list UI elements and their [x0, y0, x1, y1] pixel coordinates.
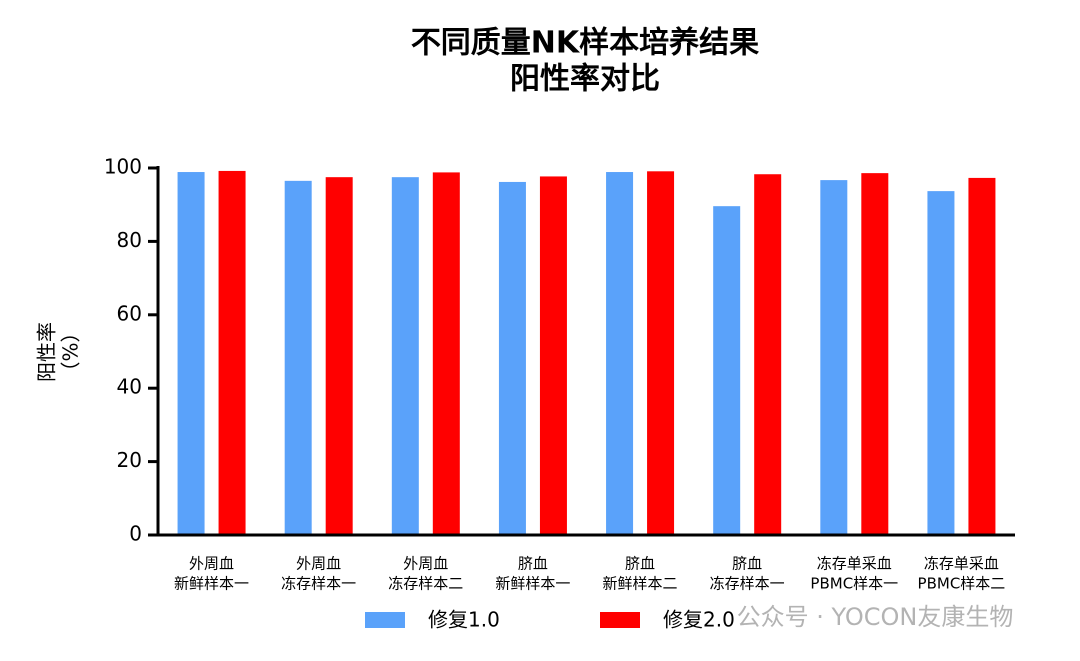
y-axis-label: 阳性率 （%） [35, 322, 83, 382]
legend-swatch [600, 612, 640, 628]
bar [391, 177, 419, 536]
legend-label: 修复2.0 [663, 608, 735, 632]
bar [820, 180, 848, 535]
y-tick-label: 0 [129, 522, 142, 546]
y-tick-label: 100 [104, 155, 142, 179]
bar [539, 176, 567, 536]
bar [606, 172, 634, 536]
chart-title: 不同质量NK样本培养结果 [411, 26, 759, 61]
legend-label: 修复1.0 [428, 608, 500, 632]
x-tick-label: 冻存单采血 [924, 555, 999, 573]
bar [498, 181, 526, 536]
x-tick-label: 外周血 [403, 555, 448, 573]
bar [968, 177, 996, 535]
x-tick-label: 新鲜样本一 [495, 575, 570, 593]
bar [325, 177, 353, 536]
bar [432, 172, 460, 536]
bar [647, 171, 675, 536]
y-axis-label: （%） [59, 322, 83, 381]
y-axis-label: 阳性率 [35, 322, 59, 382]
x-tick-label: 脐血 [625, 555, 655, 573]
y-tick-label: 20 [117, 448, 142, 472]
x-tick-label: 新鲜样本二 [603, 575, 678, 593]
chart-title: 阳性率对比 [510, 62, 660, 97]
bar [713, 206, 741, 535]
x-tick-label: 脐血 [732, 555, 762, 573]
bar [861, 173, 889, 535]
x-tick-label: 冻存样本一 [710, 575, 785, 593]
x-tick-label: 外周血 [189, 555, 234, 573]
x-tick-label: 冻存单采血 [817, 555, 892, 573]
x-tick-label: PBMC样本二 [918, 575, 1006, 593]
watermark: 公众号 · YOCON友康生物 [737, 603, 1014, 631]
x-tick-label: 脐血 [518, 555, 548, 573]
x-tick-label: 外周血 [296, 555, 341, 573]
bar [754, 174, 782, 535]
legend-swatch [365, 612, 405, 628]
x-tick-label: 冻存样本一 [281, 575, 356, 593]
y-tick-label: 40 [117, 375, 142, 399]
y-tick-label: 80 [117, 228, 142, 252]
bar [177, 172, 205, 536]
bar [927, 191, 955, 535]
bar [284, 180, 312, 535]
x-tick-label: PBMC样本一 [810, 575, 898, 593]
x-tick-label: 冻存样本二 [388, 575, 463, 593]
x-tick-label: 新鲜样本一 [174, 575, 249, 593]
bar [218, 170, 246, 535]
y-tick-label: 60 [117, 301, 142, 325]
